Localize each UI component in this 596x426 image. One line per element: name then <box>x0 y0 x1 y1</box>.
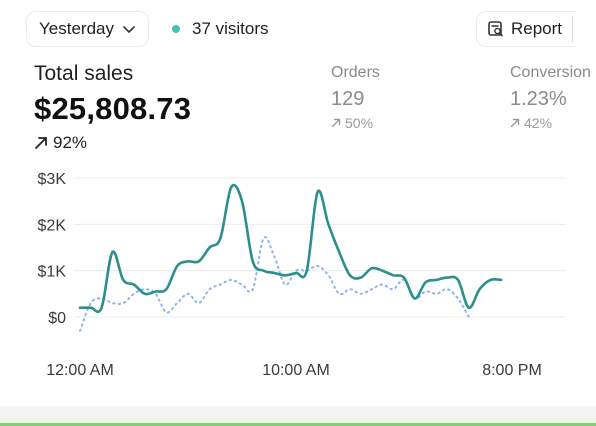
report-icon <box>488 21 503 37</box>
arrow-up-right-icon <box>510 118 520 128</box>
toolbar-divider <box>572 16 573 42</box>
sales-line-chart[interactable]: $0 $1K $2K $3K 12:00 AM 10:00 AM 8:00 PM <box>0 160 596 390</box>
arrow-up-right-icon <box>35 137 47 149</box>
primary-series-line <box>78 183 503 314</box>
orders-change: 50% <box>331 115 380 131</box>
conversion-change: 42% <box>510 115 596 131</box>
y-tick-label: $2K <box>38 217 67 234</box>
orders-metric[interactable]: Orders 129 50% <box>331 64 380 131</box>
conversion-change-value: 42% <box>524 115 553 131</box>
total-sales-change-value: 92% <box>53 133 88 152</box>
conversion-metric[interactable]: Conversion 1.23% 42% <box>510 64 596 131</box>
x-tick-label: 8:00 PM <box>482 362 542 379</box>
bottom-accent-line <box>0 423 596 426</box>
top-toolbar: Yesterday 37 visitors Report <box>0 0 596 60</box>
conversion-title: Conversion <box>510 64 591 81</box>
y-tick-label: $0 <box>48 310 66 327</box>
orders-value: 129 <box>331 88 365 110</box>
live-visitors: 37 visitors <box>172 11 269 47</box>
conversion-value: 1.23% <box>510 88 567 110</box>
total-sales-value: $25,808.73 <box>34 91 192 126</box>
y-tick-label: $1K <box>38 264 67 281</box>
chevron-down-icon <box>123 26 135 33</box>
orders-title: Orders <box>331 64 380 81</box>
y-tick-label: $3K <box>38 171 67 188</box>
x-tick-label: 12:00 AM <box>46 362 114 379</box>
date-range-label: Yesterday <box>39 19 114 38</box>
orders-change-value: 50% <box>345 115 374 131</box>
arrow-up-right-icon <box>331 118 341 128</box>
visitors-count: 37 visitors <box>192 19 269 38</box>
x-tick-label: 10:00 AM <box>262 362 330 379</box>
bottom-band <box>0 406 596 426</box>
live-status-dot <box>172 25 180 33</box>
comparison-series-line <box>79 236 470 332</box>
report-button[interactable]: Report <box>476 11 576 47</box>
date-range-selector[interactable]: Yesterday <box>26 11 149 47</box>
total-sales-change: 92% <box>34 133 191 153</box>
report-label: Report <box>511 19 563 38</box>
total-sales-title: Total sales <box>34 62 134 85</box>
total-sales-metric[interactable]: Total sales $25,808.73 92% <box>34 62 191 153</box>
